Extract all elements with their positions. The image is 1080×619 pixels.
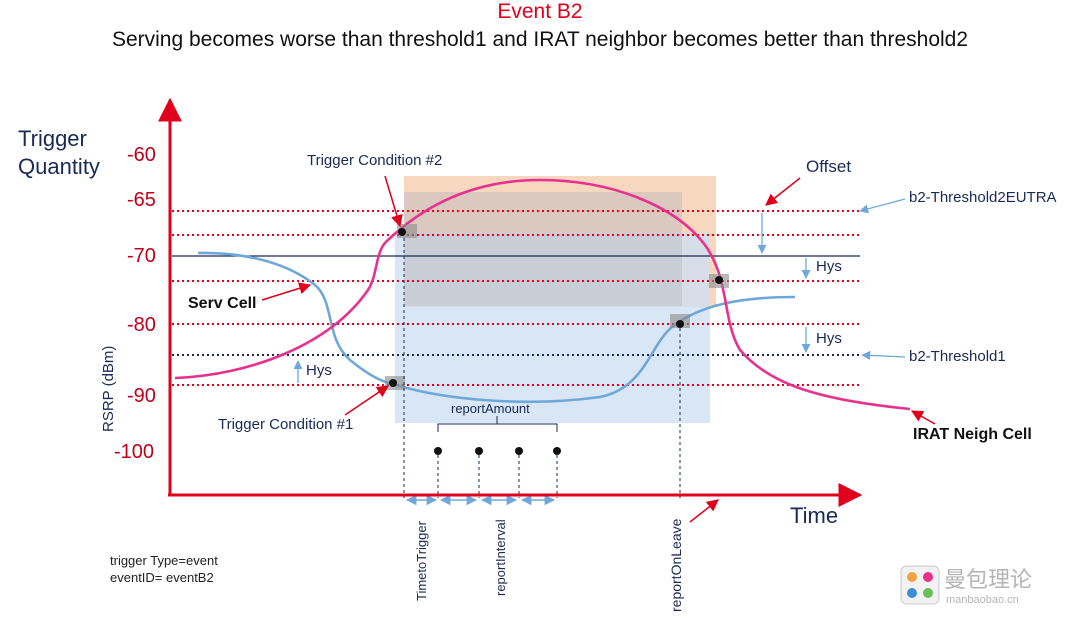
y-tick-label: -80 (127, 314, 156, 336)
diagram-title: Event B2 (497, 0, 583, 23)
report-interval-label: reportInterval (493, 519, 508, 596)
trigger-condition-1-label: Trigger Condition #1 (218, 416, 354, 433)
serv-cell-arrow (261, 282, 312, 301)
y-tick-label: -90 (127, 385, 156, 407)
offset-label: Offset (806, 157, 852, 176)
x-axis-label: Time (790, 503, 839, 528)
y-tick-label: -60 (127, 144, 156, 166)
watermark-logo (900, 565, 940, 605)
gray-region (404, 192, 682, 306)
hys-label: Hys (816, 330, 842, 347)
b2-threshold1-label: b2-Threshold1 (909, 348, 1006, 365)
offset-arrow (765, 177, 801, 206)
trigger-point-1 (389, 379, 397, 387)
y-quantity-label-2: Quantity (18, 154, 100, 179)
trigger-condition-2-label: Trigger Condition #2 (307, 152, 443, 169)
leave-point-2 (715, 276, 723, 284)
diagram-subtitle: Serving becomes worse than threshold1 an… (111, 28, 969, 51)
threshold1-callout (861, 350, 906, 360)
report-marker-4 (553, 447, 561, 455)
trigger-type-label: trigger Type=event (110, 553, 218, 568)
report-marker-3 (515, 447, 523, 455)
y-tick-label: -70 (127, 245, 156, 267)
leave-point-1 (676, 320, 684, 328)
serv-cell-label: Serv Cell (188, 295, 257, 312)
hys-label: Hys (306, 362, 332, 379)
y-tick-label: -100 (114, 441, 155, 463)
threshold2-callout (859, 198, 906, 214)
report-marker-1 (434, 447, 442, 455)
y-tick-label: -65 (127, 189, 156, 211)
y-quantity-label-1: Trigger (18, 126, 87, 151)
report-marker-2 (475, 447, 483, 455)
watermark-sub: manbaobao.cn (946, 594, 1019, 606)
event-id-label: eventID= eventB2 (110, 570, 214, 585)
blue-region (395, 233, 710, 423)
hys-label: Hys (816, 258, 842, 275)
report-on-leave-label: reportOnLeave (668, 518, 684, 612)
trigger1-arrow (344, 385, 389, 416)
time-to-trigger-label: TimetoTrigger (414, 521, 429, 601)
irat-neigh-cell-label: IRAT Neigh Cell (913, 426, 1032, 443)
report-amount-label: reportAmount (451, 401, 530, 416)
y-unit-label: RSRP (dBm) (100, 345, 117, 432)
report-amount-bracket (437, 423, 558, 432)
trigger-point-2 (398, 228, 406, 236)
report-on-leave-arrow (689, 499, 719, 523)
watermark-text: 曼包理论 (944, 568, 1033, 593)
irat-neigh-cell-curve (174, 178, 911, 411)
trigger2-arrow (384, 175, 403, 228)
irat-cell-arrow (910, 410, 936, 425)
b2-threshold2-label: b2-Threshold2EUTRA (909, 189, 1057, 206)
